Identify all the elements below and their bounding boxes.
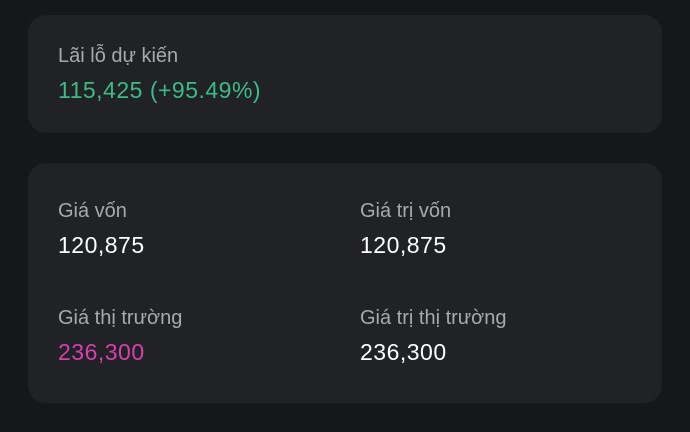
label: Giá thị trường [58,307,183,329]
value: 120,875 [360,232,447,258]
value: 120,875 [58,232,145,258]
label: Giá trị vốn [360,200,452,222]
summary-card: Lãi lỗ dự kiến 115,425 (+95.49%) [28,15,662,133]
label: Giá trị thị trường [360,307,507,329]
label: Lãi lỗ dự kiến [58,45,179,67]
value: 115,425 (+95.49%) [58,77,262,103]
value: 236,300 [58,339,145,365]
label: Giá vốn [58,200,127,222]
stats-card: Giá vốn 120,875 Giá trị vốn 120,875 Giá … [28,163,662,403]
value: 236,300 [360,339,447,365]
